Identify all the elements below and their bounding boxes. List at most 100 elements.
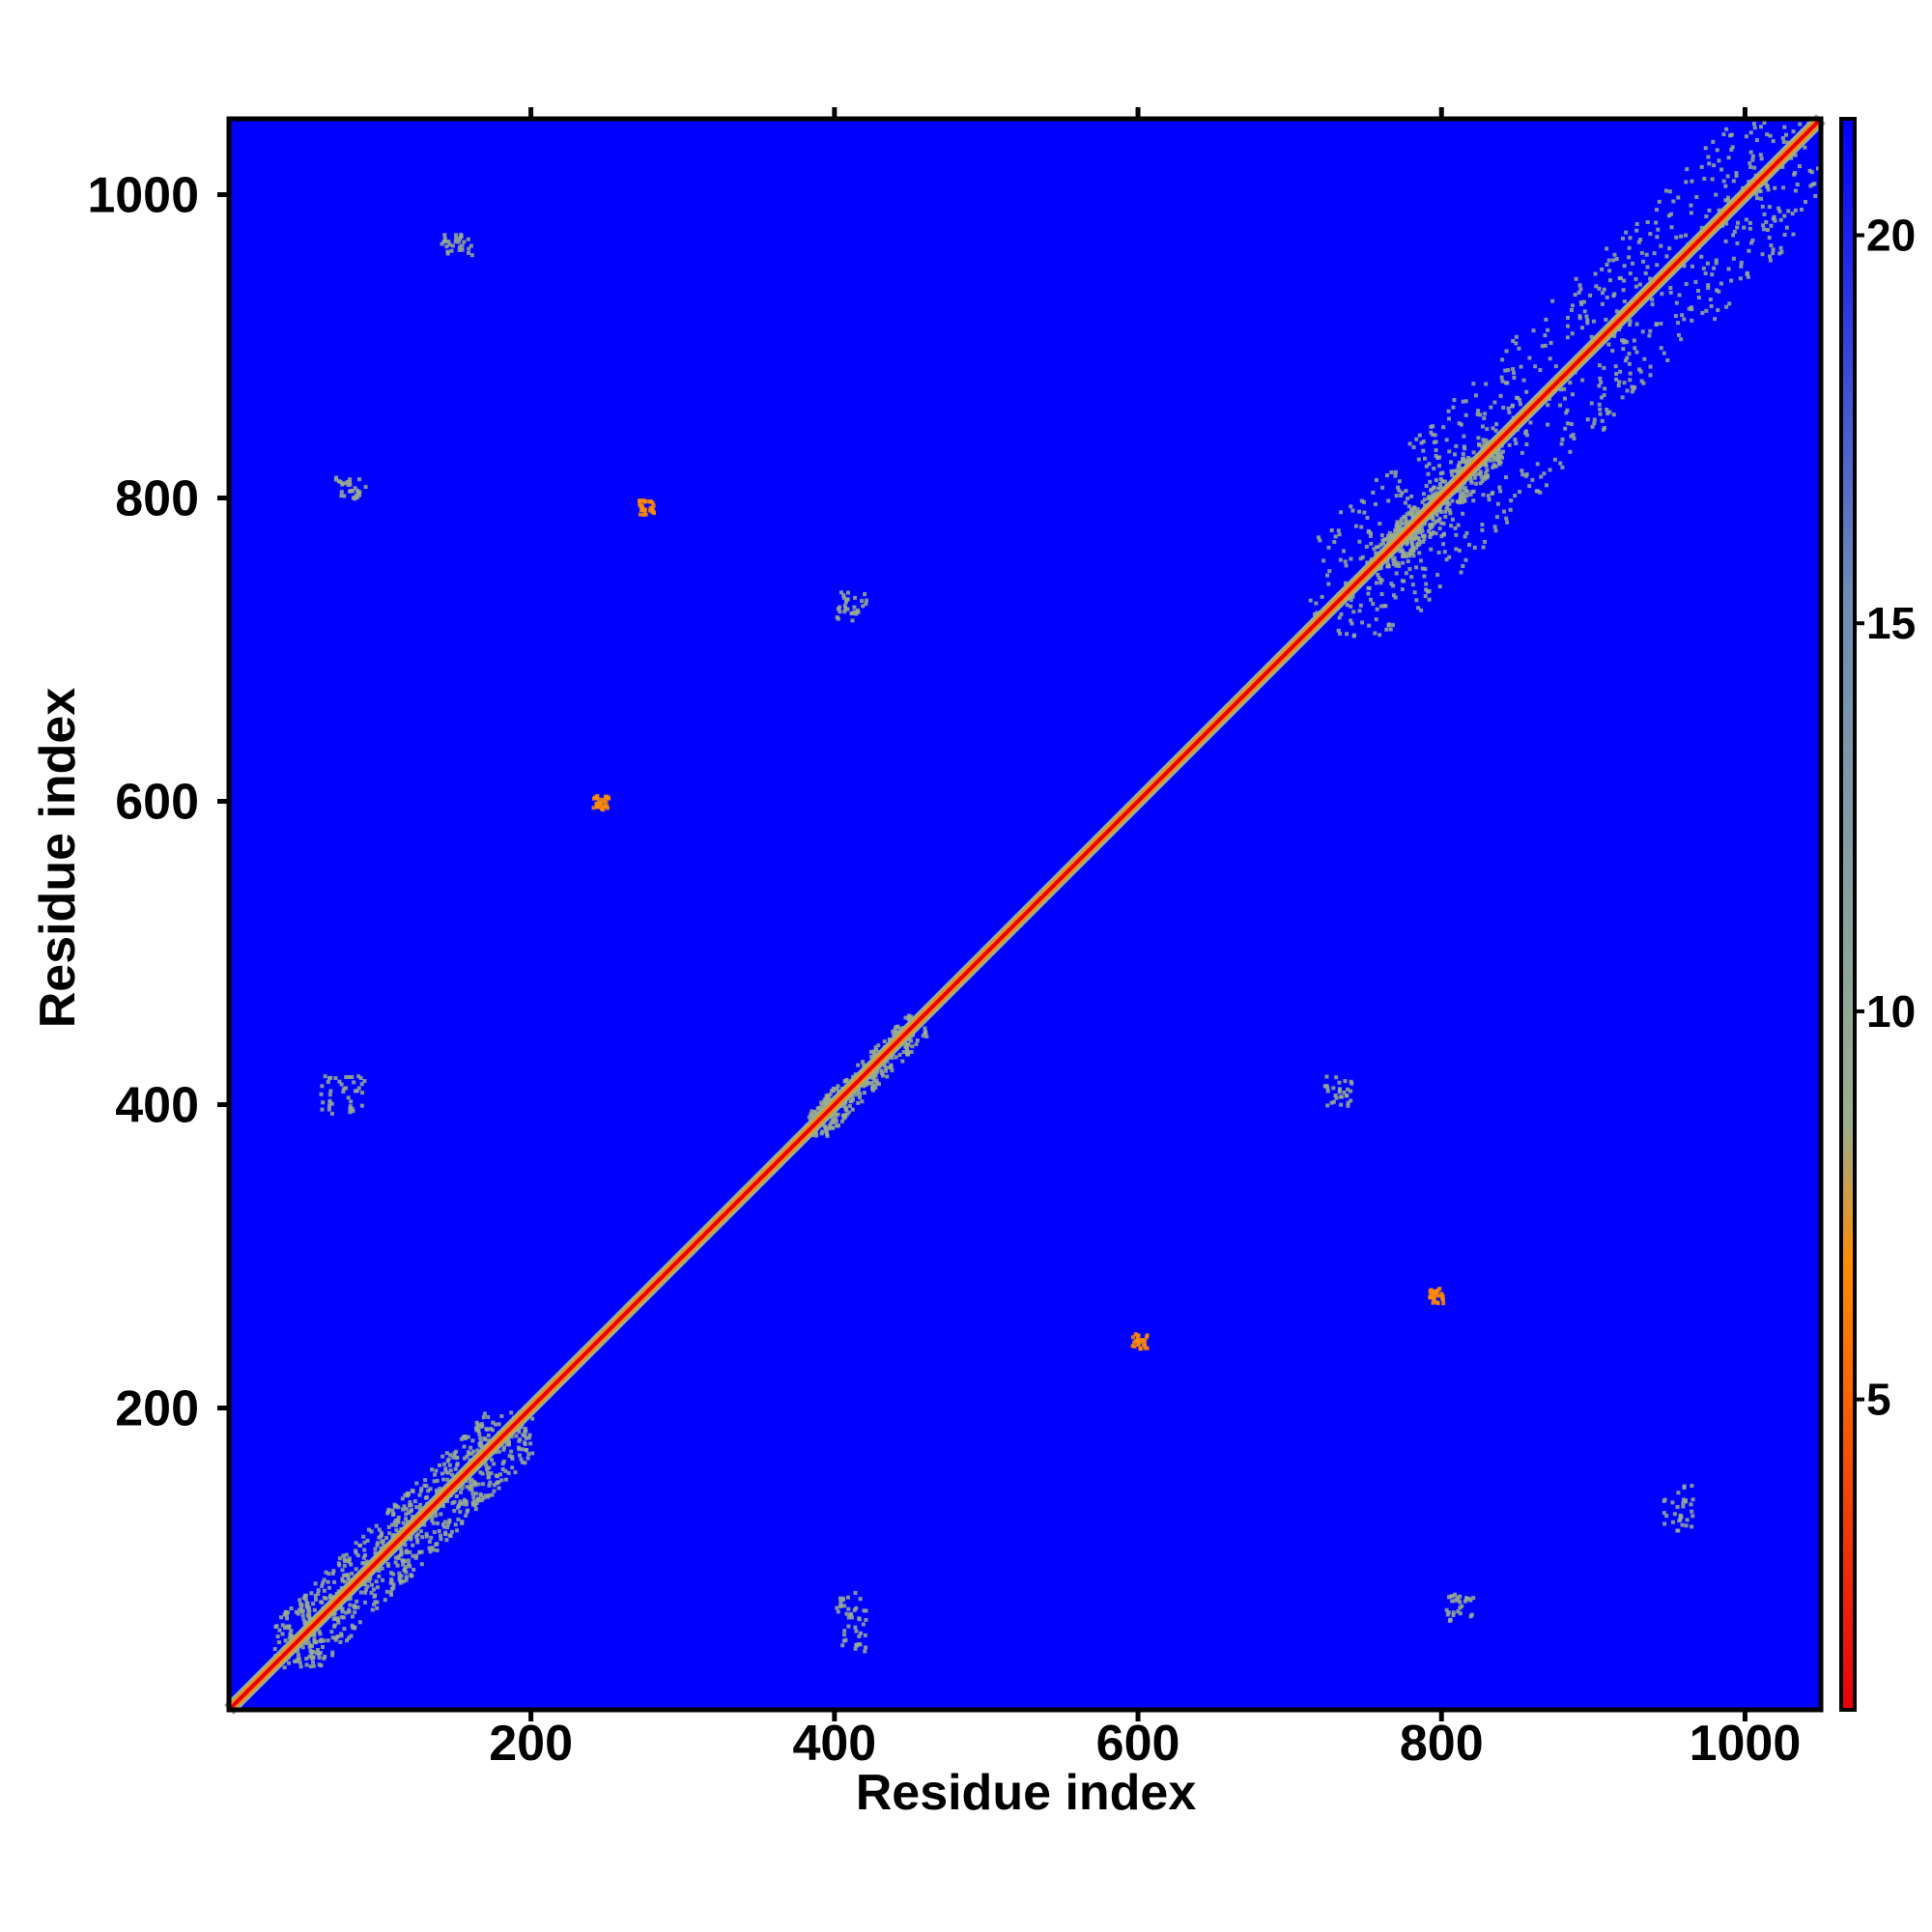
contact-cell bbox=[471, 1495, 476, 1500]
contact-cell bbox=[415, 1532, 420, 1537]
contact-cell bbox=[1553, 364, 1558, 369]
contact-cell bbox=[464, 1502, 469, 1507]
contact-cell bbox=[1564, 411, 1569, 415]
contact-cell bbox=[336, 1561, 341, 1566]
contact-cell bbox=[341, 1090, 346, 1094]
contact-cell bbox=[481, 1482, 486, 1487]
contact-cell bbox=[1767, 205, 1772, 210]
contact-cell bbox=[1440, 1293, 1445, 1298]
contact-cell bbox=[346, 1575, 351, 1579]
contact-cell bbox=[900, 1059, 905, 1064]
contact-cell bbox=[1761, 223, 1766, 228]
contact-cell bbox=[1614, 257, 1619, 262]
contact-cell bbox=[356, 1074, 361, 1079]
contact-cell bbox=[445, 249, 450, 254]
contact-cell bbox=[385, 1561, 390, 1566]
contact-cell bbox=[1378, 565, 1383, 570]
contact-cell bbox=[1432, 440, 1436, 444]
contact-cell bbox=[1349, 598, 1353, 603]
contact-cell bbox=[300, 1613, 305, 1618]
contact-cell bbox=[335, 1634, 340, 1639]
contact-cell bbox=[1577, 316, 1582, 321]
contact-cell bbox=[1373, 501, 1378, 506]
contact-cell bbox=[1496, 460, 1501, 465]
contact-cell bbox=[1631, 261, 1635, 266]
contact-cell bbox=[414, 1481, 419, 1486]
contact-cell bbox=[492, 1483, 497, 1488]
contact-cell bbox=[1598, 412, 1603, 416]
contact-cell bbox=[1432, 486, 1436, 491]
contact-cell bbox=[891, 1029, 895, 1034]
contact-cell bbox=[1634, 221, 1639, 226]
contact-cell bbox=[1437, 517, 1442, 522]
contact-cell bbox=[1699, 164, 1704, 169]
contact-cell bbox=[811, 1133, 816, 1138]
contact-cell bbox=[1380, 485, 1385, 490]
colorbar-tick-label: 20 bbox=[1866, 211, 1916, 261]
contact-cell bbox=[350, 1571, 355, 1576]
contact-cell bbox=[846, 1615, 851, 1620]
contact-cell bbox=[322, 1588, 327, 1593]
contact-cell bbox=[874, 1048, 879, 1053]
contact-cell bbox=[1451, 469, 1456, 473]
contact-cell bbox=[1672, 1512, 1677, 1517]
contact-cell bbox=[1393, 469, 1398, 474]
contact-cell bbox=[404, 1565, 409, 1570]
contact-cell bbox=[1386, 533, 1391, 538]
contact-cell bbox=[1487, 497, 1492, 502]
contact-cell bbox=[1597, 384, 1602, 388]
contact-cell bbox=[355, 1599, 359, 1604]
contact-cell bbox=[321, 1580, 326, 1585]
contact-cell bbox=[427, 1539, 432, 1544]
contact-cell bbox=[1485, 474, 1490, 479]
contact-cell bbox=[1397, 479, 1402, 484]
contact-cell bbox=[428, 1549, 433, 1554]
contact-cell bbox=[1712, 163, 1717, 168]
contact-cell bbox=[876, 1082, 881, 1087]
contact-cell bbox=[459, 234, 464, 239]
contact-cell bbox=[846, 1110, 851, 1115]
contact-cell bbox=[832, 1121, 837, 1125]
contact-cell bbox=[329, 1595, 334, 1600]
contact-cell bbox=[1491, 465, 1495, 469]
contact-cell bbox=[1438, 485, 1443, 490]
contact-cell bbox=[1338, 631, 1343, 636]
contact-cell bbox=[841, 595, 846, 600]
contact-cell bbox=[1745, 271, 1749, 276]
contact-cell bbox=[369, 1529, 374, 1534]
contact-cell bbox=[501, 1459, 506, 1463]
contact-cell bbox=[853, 1646, 858, 1651]
contact-cell bbox=[475, 1448, 480, 1453]
contact-cell bbox=[460, 247, 465, 252]
contact-cell bbox=[1456, 1598, 1461, 1603]
contact-cell bbox=[440, 1522, 445, 1527]
contact-cell bbox=[1401, 553, 1406, 557]
contact-cell bbox=[1478, 412, 1483, 417]
contact-cell bbox=[400, 1496, 405, 1501]
contact-cell bbox=[1420, 528, 1425, 533]
contact-cell bbox=[1726, 267, 1731, 271]
contact-cell bbox=[1729, 278, 1734, 283]
contact-cell bbox=[1676, 321, 1681, 326]
contact-cell bbox=[1495, 454, 1500, 459]
contact-cell bbox=[1759, 156, 1764, 161]
contact-cell bbox=[1570, 307, 1575, 312]
contact-cell bbox=[458, 1490, 463, 1494]
contact-cell bbox=[457, 247, 462, 252]
contact-cell bbox=[1668, 285, 1673, 290]
contact-cell bbox=[497, 1472, 502, 1477]
contact-cell bbox=[1435, 510, 1439, 515]
contact-cell bbox=[497, 1486, 501, 1491]
contact-cell bbox=[1441, 425, 1446, 430]
contact-cell bbox=[1462, 496, 1466, 500]
contact-cell bbox=[446, 240, 451, 244]
contact-cell bbox=[1320, 594, 1324, 599]
contact-cell bbox=[1727, 301, 1732, 306]
contact-cell bbox=[1645, 220, 1650, 225]
contact-cell bbox=[363, 1600, 368, 1605]
contact-cell bbox=[1427, 597, 1432, 602]
contact-cell bbox=[853, 1590, 858, 1595]
contact-cell bbox=[341, 1087, 346, 1092]
contact-cell bbox=[400, 1507, 405, 1512]
contact-cell bbox=[317, 1629, 322, 1634]
